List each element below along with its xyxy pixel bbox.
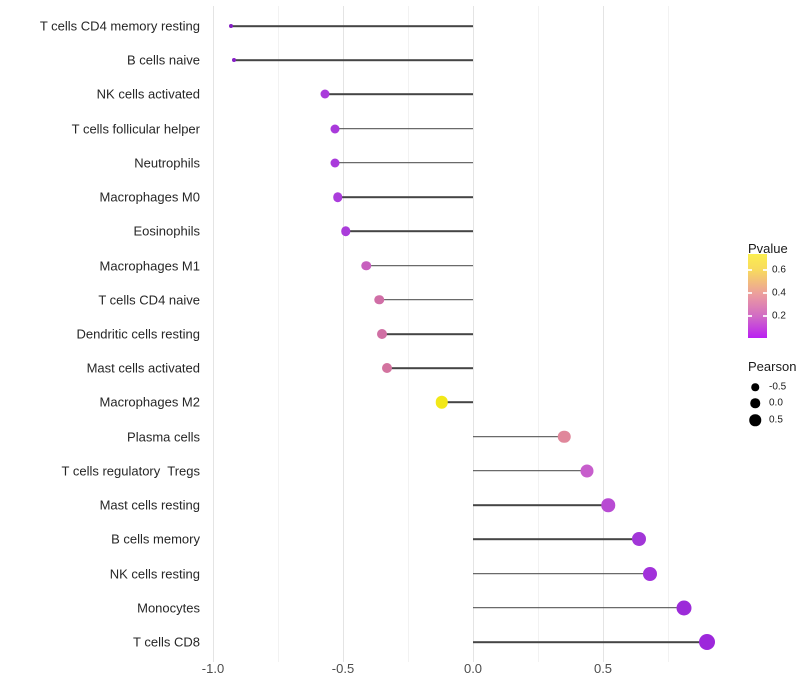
category-label: T cells follicular helper [71, 121, 200, 137]
x-axis-tick-label: -1.0 [201, 661, 225, 676]
pvalue-colorbar-tickmark [748, 315, 752, 317]
pearson-legend-title: Pearson [748, 359, 797, 374]
lollipop-stem [379, 298, 473, 301]
x-axis-tick-label: 0.5 [593, 661, 613, 676]
lollipop-dot [320, 89, 330, 99]
lollipop-stem [231, 25, 473, 27]
lollipop-stem [473, 504, 609, 506]
category-label: Eosinophils [133, 223, 201, 239]
lollipop-dot [340, 226, 351, 237]
category-label: T cells CD8 [133, 634, 200, 650]
pvalue-colorbar-tickmark [763, 292, 767, 294]
pearson-legend-key-dot [749, 414, 761, 426]
lollipop-dot [231, 58, 236, 63]
category-label: T cells CD4 memory resting [39, 18, 200, 34]
category-label: T cells regulatory Tregs [61, 463, 200, 479]
pvalue-colorbar-tick-label: 0.6 [772, 264, 786, 276]
pvalue-colorbar-tick-label: 0.4 [772, 287, 786, 299]
lollipop-dot [676, 600, 692, 616]
lollipop-dot [330, 124, 340, 134]
gridline-major [473, 6, 474, 662]
lollipop-stem [473, 538, 640, 541]
lollipop-stem [335, 162, 473, 164]
lollipop-dot [435, 396, 449, 409]
category-label: Plasma cells [127, 429, 200, 445]
lollipop-dot [333, 192, 343, 202]
lollipop-dot [557, 430, 571, 443]
gridline-major [213, 6, 214, 662]
category-label: T cells CD4 naive [98, 292, 200, 308]
lollipop-dot [699, 633, 715, 650]
lollipop-dot [377, 328, 387, 339]
lollipop-dot [330, 158, 340, 168]
pearson-legend-key-dot [751, 383, 759, 391]
category-label: Neutrophils [134, 155, 200, 171]
lollipop-dot [642, 566, 657, 581]
lollipop-stem [473, 470, 588, 472]
lollipop-stem [473, 572, 650, 575]
lollipop-dot [580, 464, 594, 478]
lollipop-stem [382, 333, 473, 335]
lollipop-stem [335, 127, 473, 130]
gridline-major [343, 6, 344, 662]
pearson-legend-key-label: 0.5 [769, 414, 783, 426]
pearson-legend-key-label: -0.5 [769, 381, 787, 393]
pearson-legend-key-label: 0.0 [769, 397, 783, 409]
gridline-minor [668, 6, 669, 662]
category-label: Dendritic cells resting [76, 326, 200, 342]
lollipop-dot [382, 363, 393, 374]
pearson-legend-key-dot [750, 398, 760, 408]
lollipop-stem [441, 401, 473, 404]
category-label: B cells memory [111, 531, 200, 547]
category-label: Macrophages M1 [99, 258, 200, 274]
category-label: B cells naive [127, 52, 200, 68]
pvalue-colorbar-tick-label: 0.2 [772, 310, 786, 322]
lollipop-stem [324, 93, 473, 96]
category-label: Mast cells activated [86, 360, 200, 376]
category-label: Mast cells resting [99, 497, 200, 513]
pvalue-colorbar-tickmark [748, 292, 752, 294]
lollipop-dot [361, 260, 372, 271]
pvalue-colorbar [748, 254, 767, 338]
lollipop-dot [374, 295, 385, 305]
gridline-minor [538, 6, 539, 662]
lollipop-stem [473, 641, 707, 643]
lollipop-stem [337, 196, 473, 198]
lollipop-dot [229, 24, 234, 28]
lollipop-stem [473, 606, 684, 609]
pvalue-colorbar-tickmark [763, 269, 767, 271]
pvalue-colorbar-tickmark [748, 269, 752, 271]
lollipop-stem [387, 367, 473, 369]
category-label: NK cells activated [96, 86, 200, 102]
x-axis-tick-label: -0.5 [331, 661, 355, 676]
lollipop-stem [233, 59, 473, 62]
x-axis-tick-label: 0.0 [463, 661, 483, 676]
category-label: NK cells resting [109, 566, 200, 582]
lollipop-dot [601, 498, 615, 512]
lollipop-stem [345, 230, 473, 233]
pvalue-legend-title: Pvalue [748, 241, 788, 256]
category-label: Monocytes [137, 600, 200, 616]
lollipop-stem [366, 264, 473, 267]
gridline-major [603, 6, 604, 662]
gridline-minor [278, 6, 279, 662]
lollipop-stem [473, 435, 564, 438]
lollipop-dot [632, 532, 647, 547]
pvalue-colorbar-tickmark [763, 315, 767, 317]
category-label: Macrophages M2 [99, 394, 200, 410]
category-label: Macrophages M0 [99, 189, 200, 205]
